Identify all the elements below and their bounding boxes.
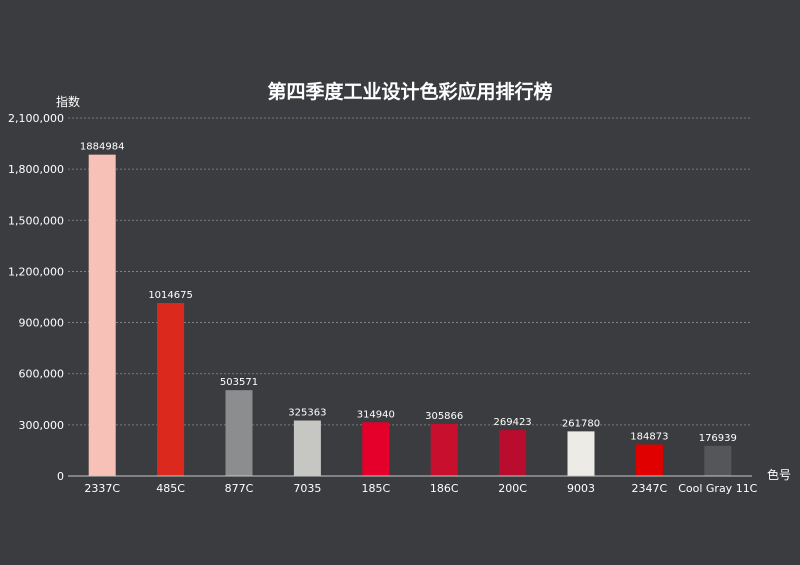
data-label: 176939 [699,433,737,444]
x-tick-label: 200C [498,482,527,495]
chart-title: 第四季度工业设计色彩应用排行榜 [267,80,552,103]
x-tick-label: 185C [361,482,390,495]
x-tick-label: 877C [225,482,254,495]
y-tick-label: 0 [57,470,64,483]
bar-2347c [635,444,663,476]
y-tick-label: 2,100,000 [8,112,64,125]
x-tick-label: 2337C [84,482,120,495]
data-label: 325363 [288,408,326,419]
y-tick-label: 1,200,000 [8,265,64,278]
data-label: 269423 [494,417,532,428]
y-tick-label: 900,000 [19,317,65,330]
x-tick-label: 7035 [293,482,321,495]
data-label: 261780 [562,418,600,429]
x-axis-label: 色号 [767,468,791,482]
bar-7035 [293,420,321,476]
x-tick-label: 9003 [567,482,595,495]
data-label: 1014675 [148,290,193,301]
x-tick-label: 186C [430,482,459,495]
data-label: 305866 [425,411,463,422]
bar-877c [225,390,253,476]
x-tick-label: 2347C [632,482,668,495]
y-tick-label: 600,000 [19,368,65,381]
bar-185c [362,422,390,476]
y-tick-label: 1,500,000 [8,214,64,227]
data-label: 503571 [220,377,258,388]
data-label: 314940 [357,409,395,420]
y-tick-label: 1,800,000 [8,163,64,176]
bar-2337c [88,154,116,477]
bar-cool-gray-11c [704,445,732,476]
bar-186c [430,423,458,476]
bar-485c [157,303,185,476]
x-tick-label: Cool Gray 11C [678,482,757,495]
bar-200c [499,430,527,476]
y-tick-label: 300,000 [19,419,65,432]
x-tick-label: 485C [156,482,185,495]
y-axis-label: 指数 [56,94,80,109]
bar-9003 [567,431,595,476]
data-label: 184873 [630,431,668,442]
data-label: 1884984 [80,142,125,153]
